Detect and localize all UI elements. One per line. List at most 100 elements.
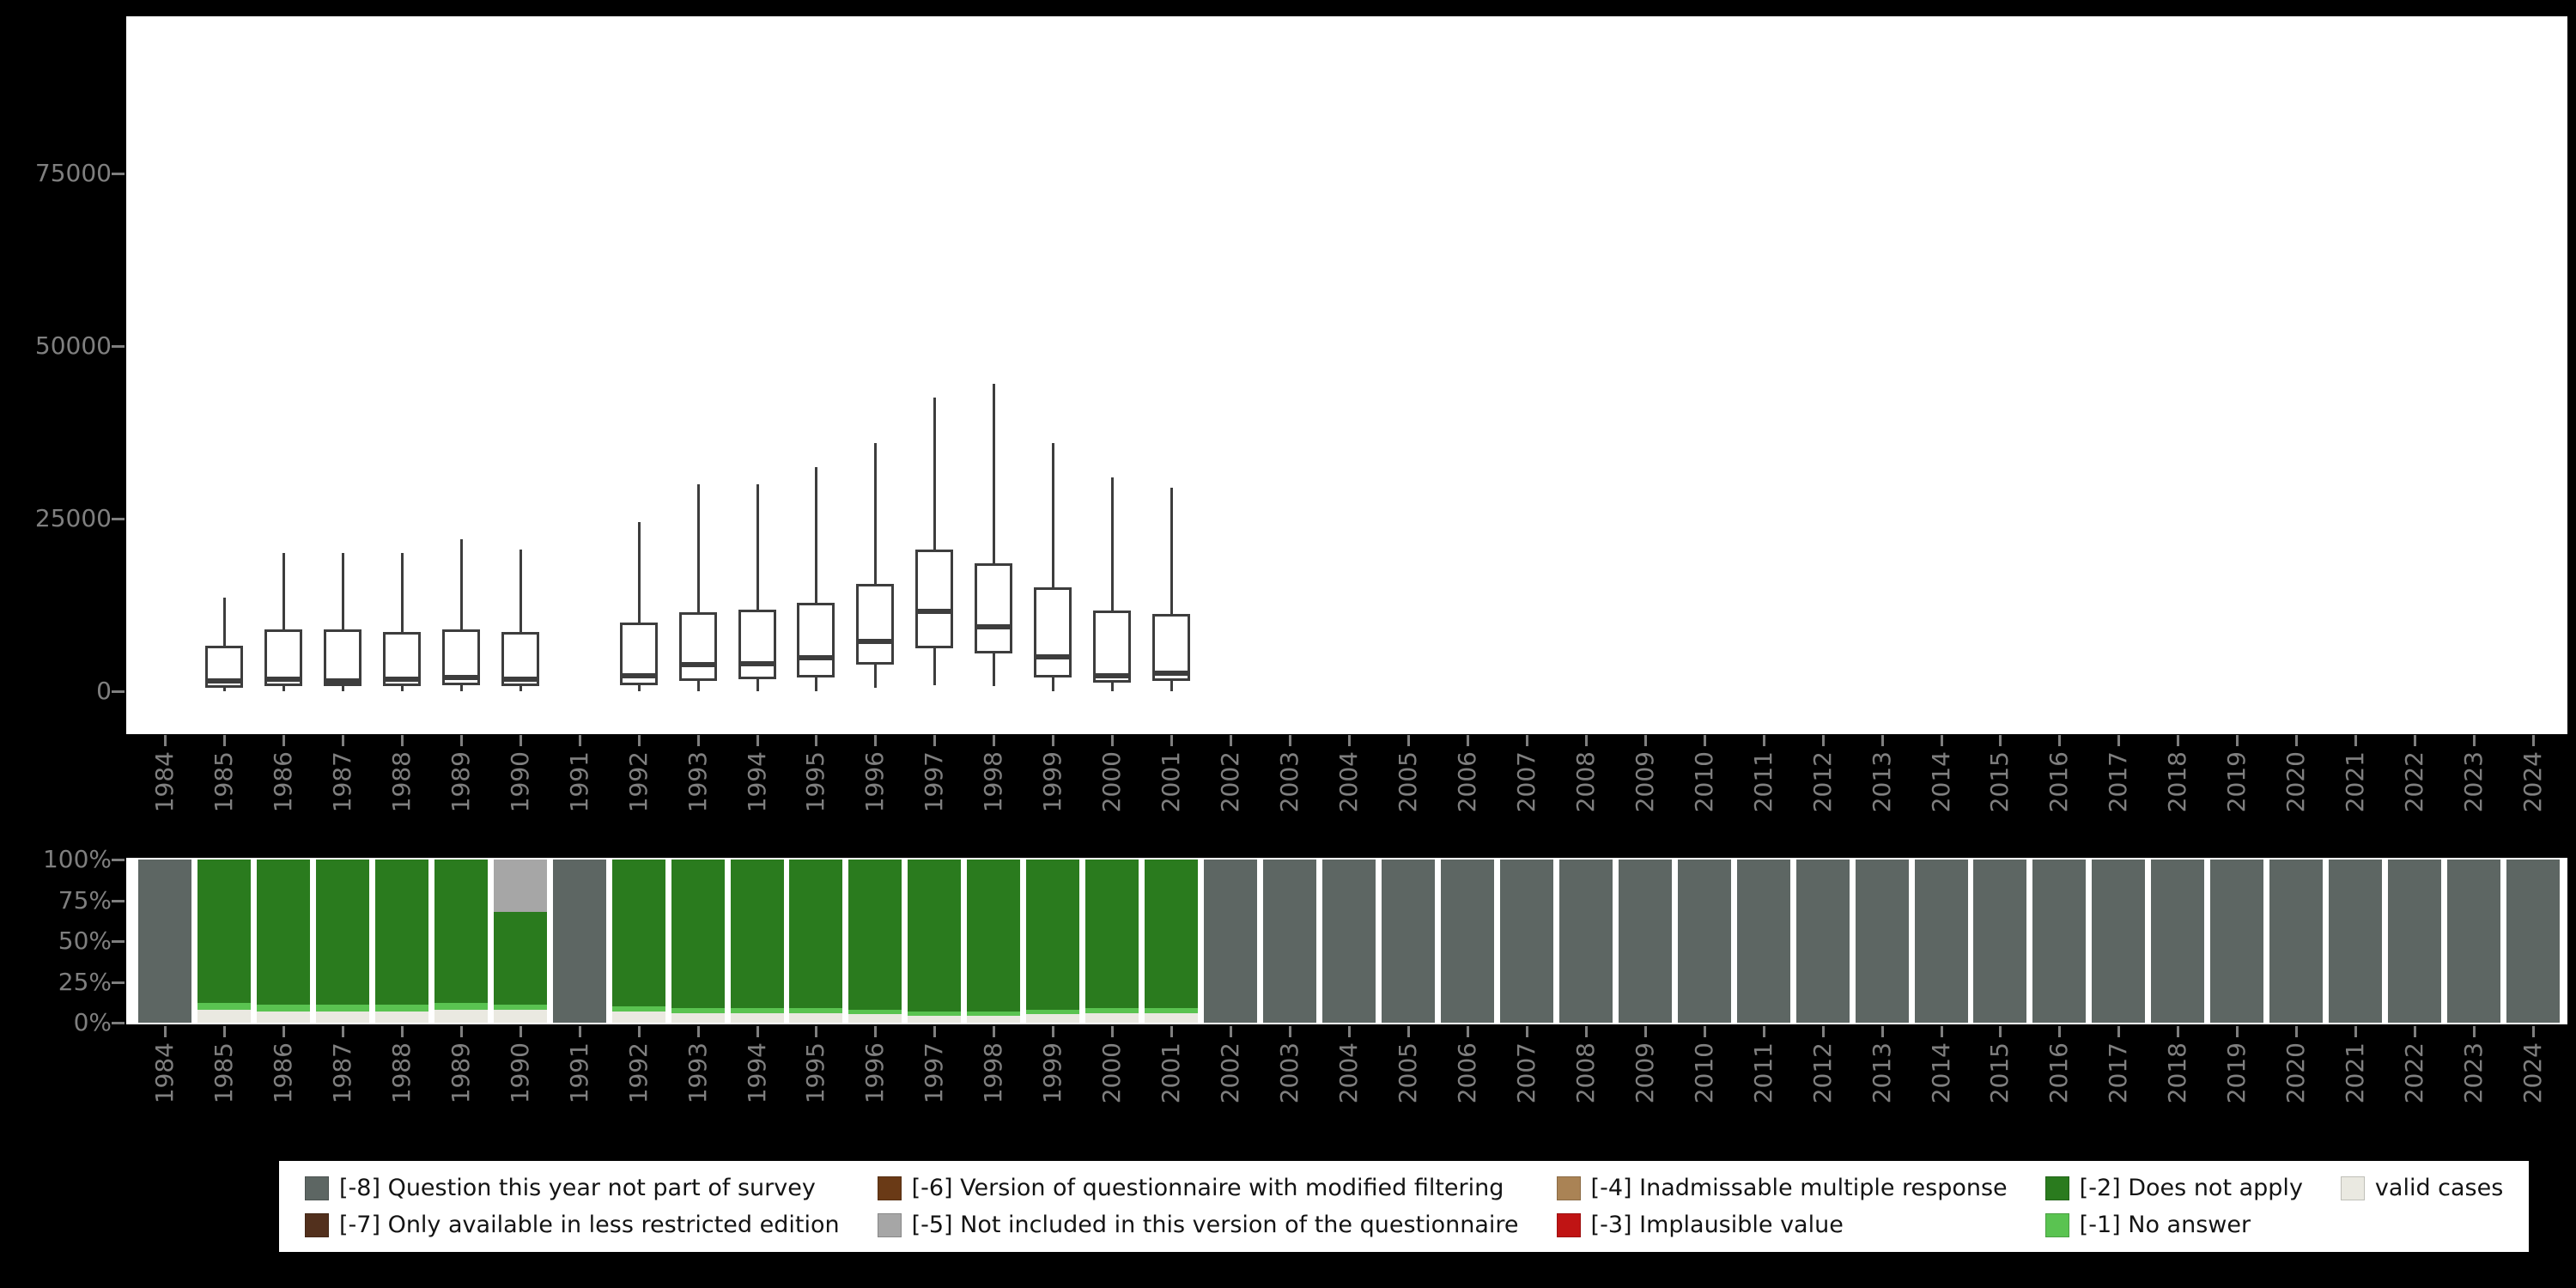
bar-segment--2 — [612, 860, 665, 1006]
page: { "colors": { "page_background": "#00000… — [0, 0, 2576, 1288]
percent-axis-tick-label: 75% — [9, 885, 112, 916]
bar-segment-valid — [494, 1010, 547, 1023]
stacked-bar-2012 — [1796, 860, 1850, 1023]
stacked-bar-2009 — [1619, 860, 1672, 1023]
x-axis-tick — [2354, 1026, 2357, 1037]
bar-segment--8 — [2506, 860, 2560, 1023]
legend-item-label: [-6] Version of questionnaire with modif… — [912, 1175, 1504, 1201]
stacked-bar-2021 — [2329, 860, 2382, 1023]
stacked-bar-1996 — [848, 860, 902, 1023]
x-axis-year-label: 1991 — [567, 1042, 592, 1145]
x-axis-tick — [815, 1026, 817, 1037]
stacked-bar-1992 — [612, 860, 665, 1023]
bar-segment-valid — [316, 1012, 369, 1023]
bar-segment-valid — [908, 1016, 961, 1023]
legend-swatch--3 — [1557, 1213, 1581, 1237]
legend-swatch--6 — [878, 1176, 902, 1200]
bar-segment--2 — [375, 860, 428, 1005]
stacked-bar-2008 — [1559, 860, 1613, 1023]
x-axis-tick — [1111, 1026, 1114, 1037]
stacked-bar-1990 — [494, 860, 547, 1023]
stacked-bar-2001 — [1145, 860, 1198, 1023]
x-axis-tick — [342, 1026, 344, 1037]
bar-segment-valid — [967, 1016, 1020, 1023]
stacked-bar-2015 — [1973, 860, 2026, 1023]
x-axis-tick — [223, 1026, 226, 1037]
bar-segment-valid — [1085, 1013, 1139, 1023]
legend-item-label: valid cases — [2375, 1175, 2503, 1201]
bar-segment--2 — [908, 860, 961, 1012]
legend-item-label: [-3] Implausible value — [1591, 1212, 1844, 1238]
stacked-bar-2003 — [1263, 860, 1316, 1023]
stacked-bar-2010 — [1678, 860, 1731, 1023]
x-axis-tick — [579, 1026, 581, 1037]
x-axis-tick — [2473, 1026, 2476, 1037]
legend-item-label: [-5] Not included in this version of the… — [912, 1212, 1519, 1238]
stacked-bar-2019 — [2210, 860, 2263, 1023]
x-axis-tick — [2414, 1026, 2416, 1037]
x-axis-year-label: 1989 — [448, 1042, 474, 1145]
legend-swatch-valid — [2341, 1176, 2365, 1200]
x-axis-year-label: 1996 — [862, 1042, 888, 1145]
x-axis-tick — [1467, 1026, 1469, 1037]
percent-axis-tick — [112, 981, 125, 984]
percent-axis-tick-label: 0% — [9, 1007, 112, 1038]
bar-segment--1 — [316, 1005, 369, 1012]
x-axis-tick — [519, 1026, 522, 1037]
stacked-bar-1999 — [1026, 860, 1079, 1023]
x-axis-year-label: 1985 — [211, 1042, 237, 1145]
x-axis-year-label: 2009 — [1632, 1042, 1658, 1145]
bar-segment--2 — [1085, 860, 1139, 1008]
x-axis-year-label: 2024 — [2520, 1042, 2546, 1145]
x-axis-tick — [1289, 1026, 1291, 1037]
stacked-bar-2007 — [1500, 860, 1553, 1023]
x-axis-tick — [1763, 1026, 1765, 1037]
bar-segment-valid — [789, 1013, 842, 1023]
bar-segment--8 — [2092, 860, 2145, 1023]
bar-segment--8 — [1737, 860, 1790, 1023]
x-axis-year-label: 2004 — [1336, 1042, 1362, 1145]
percent-axis-tick-label: 50% — [9, 926, 112, 957]
bar-segment--8 — [1263, 860, 1316, 1023]
x-axis-tick — [460, 1026, 463, 1037]
x-axis-year-label: 2018 — [2165, 1042, 2190, 1145]
x-axis-tick — [1644, 1026, 1647, 1037]
bar-segment--2 — [967, 860, 1020, 1012]
x-axis-tick — [2532, 1026, 2535, 1037]
legend-item--7: [-7] Only available in less restricted e… — [305, 1212, 840, 1238]
bar-segment--8 — [2151, 860, 2204, 1023]
legend-swatch--7 — [305, 1213, 329, 1237]
x-axis-tick — [756, 1026, 759, 1037]
bar-segment-valid — [375, 1012, 428, 1023]
x-axis-year-label: 1999 — [1040, 1042, 1066, 1145]
x-axis-year-label: 1995 — [803, 1042, 829, 1145]
bar-segment--2 — [197, 860, 251, 1003]
percent-axis-tick-label: 25% — [9, 967, 112, 998]
bar-segment--5 — [494, 860, 547, 912]
x-axis-tick — [164, 1026, 167, 1037]
bar-segment--2 — [671, 860, 725, 1008]
x-axis-year-label: 1993 — [685, 1042, 711, 1145]
bar-segment--8 — [138, 860, 191, 1023]
bar-segment--8 — [1678, 860, 1731, 1023]
x-axis-tick — [1052, 1026, 1054, 1037]
x-axis-tick — [638, 1026, 641, 1037]
x-axis-tick — [401, 1026, 404, 1037]
x-axis-year-label: 1990 — [507, 1042, 533, 1145]
stacked-bar-1987 — [316, 860, 369, 1023]
stacked-bar-1997 — [908, 860, 961, 1023]
stacked-bar-2004 — [1322, 860, 1376, 1023]
x-axis-year-label: 1994 — [744, 1042, 770, 1145]
x-axis-year-label: 2021 — [2342, 1042, 2368, 1145]
x-axis-year-label: 2001 — [1158, 1042, 1184, 1145]
bar-segment-valid — [1026, 1014, 1079, 1023]
x-axis-year-label: 2020 — [2283, 1042, 2309, 1145]
x-axis-tick — [1526, 1026, 1528, 1037]
percent-axis-tick — [112, 900, 125, 902]
bar-segment--2 — [789, 860, 842, 1008]
legend-item--8: [-8] Question this year not part of surv… — [305, 1175, 840, 1201]
bar-segment--8 — [2269, 860, 2323, 1023]
x-axis-year-label: 1986 — [270, 1042, 296, 1145]
stacked-bar-2023 — [2447, 860, 2500, 1023]
legend-item-valid: valid cases — [2341, 1175, 2503, 1201]
